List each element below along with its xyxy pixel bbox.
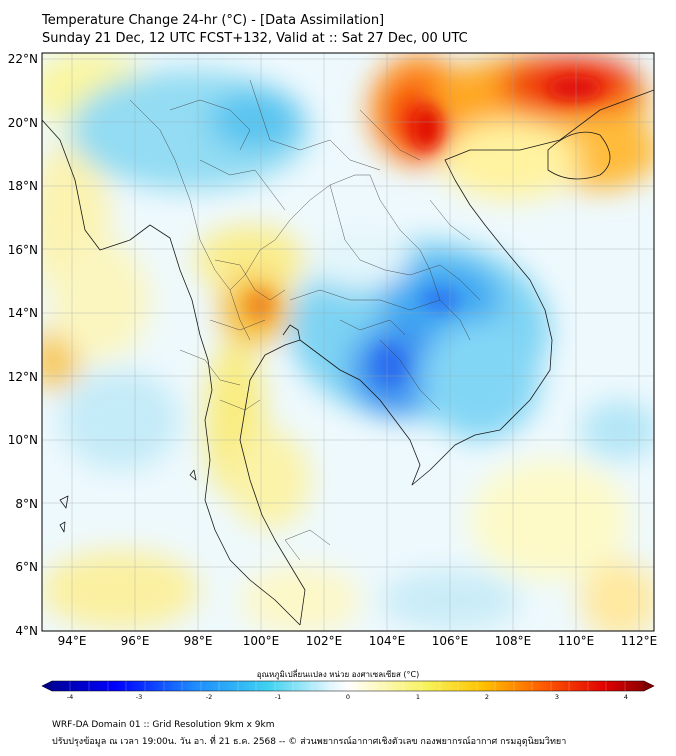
lat-axis-labels: 22°N 20°N 18°N 16°N 14°N 12°N 10°N 8°N 6… — [8, 52, 38, 638]
colorbar-tick-minus3: -3 — [135, 693, 143, 701]
lon-label-102: 102°E — [306, 634, 343, 648]
lon-label-104: 104°E — [369, 634, 406, 648]
lat-label-14: 14°N — [8, 306, 38, 320]
colorbar-tick-minus4: -4 — [66, 693, 74, 701]
coastlines — [42, 89, 654, 626]
lat-label-16: 16°N — [8, 243, 38, 257]
borders — [129, 79, 481, 561]
lon-label-112: 112°E — [621, 634, 658, 648]
colorbar-gradient — [41, 680, 655, 692]
colorbar-tick-2: 2 — [484, 693, 490, 701]
lat-label-22: 22°N — [8, 52, 38, 66]
lon-label-100: 100°E — [243, 634, 280, 648]
lon-label-110: 110°E — [558, 634, 595, 648]
lat-label-8: 8°N — [15, 497, 38, 511]
map-title: Temperature Change 24-hr (°C) - [Data As… — [42, 12, 468, 48]
lat-label-10: 10°N — [8, 433, 38, 447]
field-layer — [42, 53, 654, 631]
lat-label-6: 6°N — [15, 560, 38, 574]
colorbar-divisions — [69, 681, 626, 691]
colorbar-tick-3: 3 — [554, 693, 560, 701]
lon-label-108: 108°E — [495, 634, 532, 648]
colorbar-label: อุณหภูมิเปลี่ยนแปลง หน่วย องศาเซลเซียส (… — [256, 670, 420, 679]
lon-label-94: 94°E — [58, 634, 87, 648]
lon-label-96: 96°E — [121, 634, 150, 648]
lon-label-106: 106°E — [432, 634, 469, 648]
title-line-2: Sunday 21 Dec, 12 UTC FCST+132, Valid at… — [42, 31, 468, 46]
colorbar-tick-1: 1 — [415, 693, 421, 701]
lat-label-12: 12°N — [8, 370, 38, 384]
map-frame — [41, 52, 655, 632]
graticule — [42, 53, 654, 631]
lat-label-20: 20°N — [8, 116, 38, 130]
lon-label-98: 98°E — [184, 634, 213, 648]
lon-axis-labels: 94°E 96°E 98°E 100°E 102°E 104°E 106°E 1… — [58, 634, 658, 648]
colorbar-tick-minus1: -1 — [274, 693, 282, 701]
colorbar-tick-minus2: -2 — [205, 693, 213, 701]
colorbar-tick-4: 4 — [623, 693, 629, 701]
lat-label-4: 4°N — [15, 624, 38, 638]
footer-credit: ปรับปรุงข้อมูล ณ เวลา 19:00น. วัน อา. ที… — [52, 737, 567, 747]
colorbar — [41, 680, 655, 692]
colorbar-tick-0: 0 — [345, 693, 351, 701]
title-line-1: Temperature Change 24-hr (°C) - [Data As… — [42, 13, 385, 28]
colorbar-min-arrow — [42, 681, 52, 691]
colorbar-max-arrow — [644, 681, 654, 691]
footer-model-info: WRF-DA Domain 01 :: Grid Resolution 9km … — [52, 720, 275, 730]
lat-label-18: 18°N — [8, 179, 38, 193]
